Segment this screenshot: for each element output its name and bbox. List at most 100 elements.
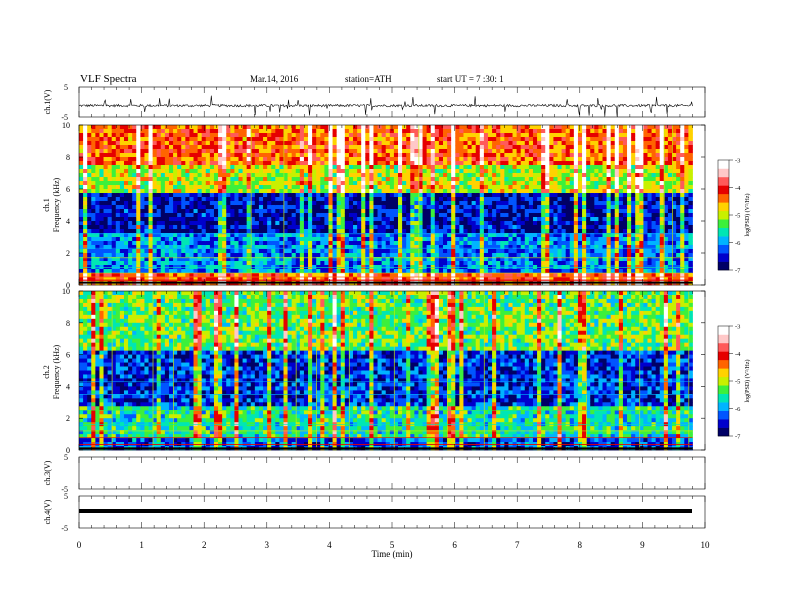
spectrogram-cell bbox=[316, 141, 321, 146]
spectrogram-cell bbox=[320, 233, 325, 238]
spectrogram-cell bbox=[336, 125, 342, 130]
spectrogram-cell bbox=[258, 161, 264, 166]
spectrogram-cell bbox=[357, 277, 362, 282]
spectrogram-cell bbox=[455, 137, 460, 142]
spectrogram-cell bbox=[201, 185, 207, 190]
spectrogram-cell bbox=[123, 277, 129, 282]
spectrogram-cell bbox=[316, 261, 321, 266]
spectrogram-cell bbox=[279, 149, 284, 154]
spectrogram-cell bbox=[549, 149, 554, 154]
spectrogram-cell bbox=[479, 173, 485, 178]
spectrogram-cell bbox=[357, 145, 362, 150]
spectrogram-cell bbox=[254, 193, 260, 198]
spectrogram-cell bbox=[434, 173, 440, 178]
spectrogram-cell bbox=[168, 177, 174, 182]
spectrogram-cell bbox=[553, 229, 558, 234]
spectrogram-cell bbox=[553, 273, 558, 278]
spectrogram-cell bbox=[279, 193, 284, 198]
spectrogram-cell bbox=[230, 137, 235, 142]
spectrogram-cell bbox=[483, 181, 489, 186]
spectrogram-cell bbox=[373, 225, 378, 230]
spectrogram-cell bbox=[348, 217, 354, 222]
spectrogram-cell bbox=[483, 253, 489, 258]
spectrogram-cell bbox=[312, 177, 317, 182]
spectrogram-cell bbox=[205, 237, 211, 242]
spectrogram-cell bbox=[516, 201, 522, 206]
spectrogram-cell bbox=[193, 193, 199, 198]
spectrogram-cell bbox=[107, 237, 113, 242]
spectrogram-cell bbox=[492, 245, 497, 250]
spectrogram-cell bbox=[258, 257, 264, 262]
spectrogram-cell bbox=[254, 209, 260, 214]
spectrogram-cell bbox=[303, 137, 309, 142]
spectrogram-cell bbox=[308, 201, 313, 206]
spectrogram-cell bbox=[246, 141, 252, 146]
spectrogram-cell bbox=[230, 181, 235, 186]
spectrogram-cell bbox=[234, 249, 239, 254]
spectrogram-cell bbox=[148, 205, 154, 210]
spectrogram-cell bbox=[83, 273, 88, 278]
spectrogram-cell bbox=[348, 169, 354, 174]
spectrogram-cell bbox=[87, 229, 92, 234]
spectrogram-cell bbox=[447, 129, 452, 134]
spectrogram-cell bbox=[254, 221, 260, 226]
spectrogram-cell bbox=[357, 269, 362, 274]
spectrogram-cell bbox=[451, 137, 456, 142]
spectrogram-cell bbox=[234, 205, 239, 210]
spectrogram-cell bbox=[320, 185, 325, 190]
spectrogram-cell bbox=[573, 141, 579, 146]
spectrogram-cell bbox=[209, 217, 215, 222]
spectrogram-cell bbox=[312, 217, 317, 222]
spectrogram-cell bbox=[201, 269, 207, 274]
spectrogram-cell bbox=[164, 253, 170, 258]
spectrogram-cell bbox=[287, 193, 293, 198]
spectrogram-cell bbox=[369, 277, 374, 282]
spectrogram-cell bbox=[115, 197, 121, 202]
spectrogram-cell bbox=[213, 157, 219, 162]
spectrogram-cell bbox=[316, 269, 321, 274]
spectrogram-cell bbox=[434, 209, 440, 214]
spectrogram-cell bbox=[573, 177, 579, 182]
spectrogram-cell bbox=[479, 181, 485, 186]
spectrogram-cell bbox=[410, 149, 415, 154]
spectrogram-cell bbox=[549, 165, 554, 170]
spectrogram-cell bbox=[516, 193, 522, 198]
spectrogram-cell bbox=[95, 169, 100, 174]
spectrogram-cell bbox=[532, 257, 538, 262]
spectrogram-cell bbox=[402, 173, 407, 178]
spectrogram-cell bbox=[520, 137, 526, 142]
spectrogram-cell bbox=[242, 157, 248, 162]
spectrogram-cell bbox=[156, 185, 162, 190]
spectrogram-cell bbox=[406, 129, 411, 134]
spectrogram-cell bbox=[487, 169, 493, 174]
spectrogram-cell bbox=[365, 225, 370, 230]
spectrogram-cell bbox=[353, 237, 358, 242]
spectrogram-cell bbox=[254, 249, 260, 254]
spectrogram-cell bbox=[201, 209, 207, 214]
spectrogram-cell bbox=[177, 193, 182, 198]
spectrogram-cell bbox=[164, 161, 170, 166]
spectrogram-cell bbox=[140, 161, 145, 166]
spectrogram-cell bbox=[365, 261, 370, 266]
spectrogram-cell bbox=[160, 149, 166, 154]
spectrogram-cell bbox=[95, 137, 100, 142]
spectrogram-cell bbox=[111, 221, 117, 226]
spectrogram-cell bbox=[230, 245, 235, 250]
spectrogram-cell bbox=[267, 137, 272, 142]
spectrogram-cell bbox=[193, 209, 199, 214]
spectrogram-cell bbox=[340, 201, 346, 206]
spectrogram-cell bbox=[234, 221, 239, 226]
spectrogram-cell bbox=[173, 201, 178, 206]
spectrogram-cell bbox=[95, 209, 100, 214]
spectrogram-cell bbox=[173, 125, 178, 130]
spectrogram-cell bbox=[483, 189, 489, 194]
spectrogram-cell bbox=[455, 225, 460, 230]
spectrogram-cell bbox=[123, 197, 129, 202]
spectrogram-cell bbox=[438, 185, 444, 190]
spectrogram-cell bbox=[87, 221, 92, 226]
spectrogram-cell bbox=[537, 193, 542, 198]
spectrogram-cell bbox=[443, 173, 448, 178]
spectrogram-cell bbox=[377, 257, 383, 262]
spectrogram-cell bbox=[152, 133, 158, 138]
spectrogram-cell bbox=[561, 205, 567, 210]
